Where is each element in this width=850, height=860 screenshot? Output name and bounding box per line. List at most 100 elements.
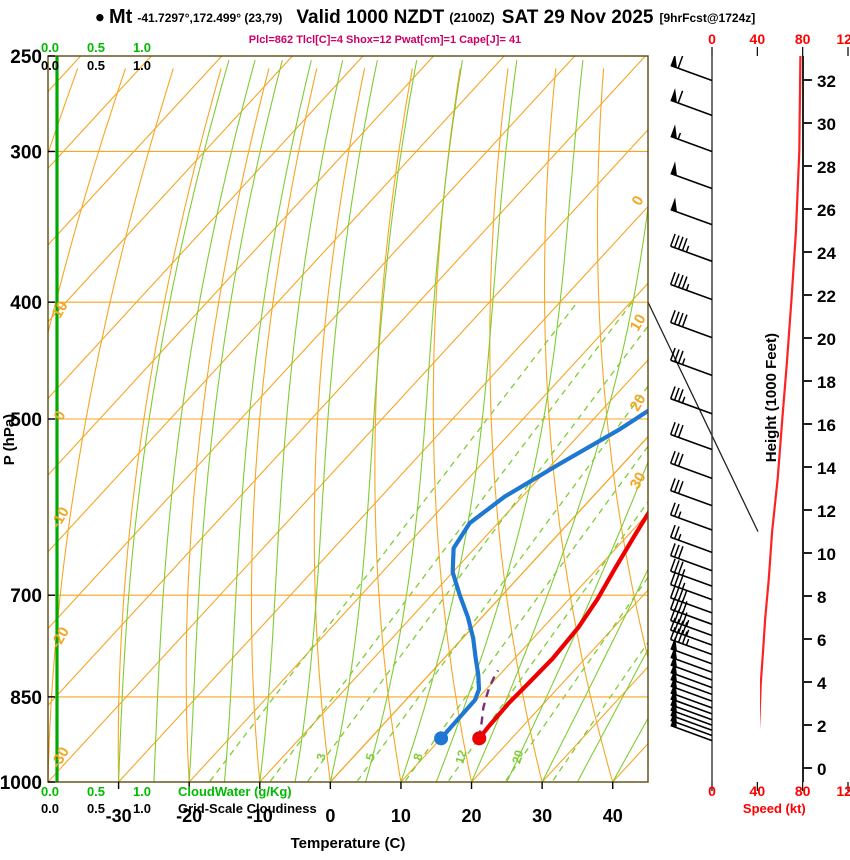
valid-date: SAT 29 Nov 2025 [501, 6, 654, 28]
wind-barb [670, 56, 713, 82]
isotherm--100 [48, 56, 293, 323]
moist-adiabat-15 [435, 60, 584, 782]
speed-label-bot-0: 0 [708, 783, 716, 799]
height-label-14: 14 [817, 459, 836, 478]
pressure-label-700: 700 [10, 586, 42, 607]
temperature-label-10: 10 [391, 806, 411, 826]
pressure-label-250: 250 [10, 47, 42, 68]
speed-label-top-0: 0 [708, 31, 716, 47]
wind-barb [669, 585, 713, 614]
stability-indices: Plcl=862 Tlcl[C]=4 Shox=12 Pwat[cm]=1 Ca… [248, 34, 522, 46]
header-line: ● Mt -41.7297°,172.499° (23,79) Valid 1000 … [0, 6, 850, 29]
temperature-axis-title: Temperature (C) [291, 835, 406, 852]
wind-barb [669, 347, 713, 377]
wind-barb-layer [669, 56, 713, 742]
height-label-28: 28 [817, 158, 836, 177]
dry-adiabat--20 [185, 68, 270, 782]
isotherm-10 [400, 512, 648, 782]
wind-barb [669, 450, 713, 480]
pressure-label-1000: 1000 [0, 773, 42, 794]
temperature-label--10: -10 [247, 806, 273, 826]
isotherm-label-30: 30 [627, 469, 650, 492]
dry-adiabat-100 [843, 68, 850, 782]
wind-barb [669, 386, 713, 415]
dry-adiabat--50 [48, 68, 127, 335]
temperature-label-30: 30 [532, 806, 552, 826]
speed-label-top-40: 40 [750, 31, 766, 47]
wind-barb [669, 572, 713, 601]
pressure-axis-title: P (hPa) [1, 414, 18, 465]
height-axis-title: Height (1000 Feet) [763, 333, 780, 462]
dry-adiabat-label-10: 10 [49, 298, 72, 321]
moist-adiabat--5 [294, 60, 378, 782]
surface-dewpoint-point [434, 731, 449, 746]
dewpoint-profile [439, 408, 648, 741]
moist-adiabat-25 [506, 460, 648, 782]
pressure-label-400: 400 [10, 293, 42, 314]
cloudwater-bottom-tick-0: 0.0 [41, 784, 59, 799]
cloudwater-bottom-tick-2: 1.0 [133, 784, 151, 799]
station-coords: -41.7297°,172.499° (23,79) [137, 10, 283, 25]
cloudiness-bottom-tick-1: 0.5 [87, 801, 105, 816]
cloudwater-top-tick-0: 0.0 [41, 40, 59, 55]
wind-barb [669, 478, 713, 507]
cloudwater-bottom-tick-1: 0.5 [87, 784, 105, 799]
dry-adiabat-label--30: -30 [47, 744, 73, 771]
dry-adiabat--30 [117, 68, 222, 782]
moist-adiabat--30 [118, 60, 230, 782]
cloudiness-bottom-tick-0: 0.0 [41, 801, 59, 816]
parcel-trajectory [478, 669, 500, 739]
isopleth-layer [48, 56, 850, 782]
isotherm--90 [48, 56, 364, 400]
wind-barb [670, 713, 713, 742]
temperature-label--20: -20 [176, 806, 202, 826]
cloudwater-top-tick-1: 0.5 [87, 40, 105, 55]
dry-adiabat-10 [374, 68, 413, 782]
moist-adiabat--25 [153, 60, 256, 782]
temperature-label-0: 0 [325, 806, 335, 826]
dry-adiabat-30 [489, 68, 543, 782]
isotherm-label-20: 20 [627, 391, 650, 414]
height-label-2: 2 [817, 717, 826, 736]
wind-barb [669, 524, 713, 554]
height-label-26: 26 [817, 201, 836, 220]
height-label-0: 0 [817, 760, 826, 779]
speed-axis-title: Speed (kt) [743, 801, 806, 816]
dry-adiabat--40 [48, 68, 174, 782]
height-label-22: 22 [817, 287, 836, 306]
mixing-ratio-12 [447, 500, 648, 782]
speed-profile [760, 56, 802, 730]
wind-barb [669, 502, 713, 531]
wind-barb [670, 161, 713, 190]
cloudiness-top-tick-0: 0.0 [41, 58, 59, 73]
height-label-6: 6 [817, 631, 826, 650]
height-label-32: 32 [817, 72, 836, 91]
wind-barb [669, 271, 713, 301]
temperature-label--30: -30 [106, 806, 132, 826]
pressure-label-500: 500 [10, 410, 42, 431]
wind-barb [670, 645, 713, 674]
dry-adiabat-20 [432, 68, 473, 782]
cloudiness-top-tick-1: 0.5 [87, 58, 105, 73]
station-name: Mt [109, 6, 133, 28]
isotherm-0 [329, 435, 648, 782]
height-label-8: 8 [817, 588, 826, 607]
mixing-ratio-1 [208, 301, 578, 782]
dry-adiabat-40 [543, 68, 614, 782]
moist-adiabat-30 [541, 568, 648, 782]
wind-barb [670, 124, 713, 153]
height-label-30: 30 [817, 115, 836, 134]
wind-barb [669, 543, 713, 572]
mixing-ratio-3 [306, 325, 648, 782]
height-label-16: 16 [817, 416, 836, 435]
dry-adiabat-60 [649, 68, 754, 782]
dry-adiabat-label--20: -20 [47, 624, 73, 651]
speed-label-bot-40: 40 [750, 783, 766, 799]
mixing-ratio-label-5: 5 [363, 752, 378, 762]
mixing-ratio-label-12: 12 [453, 748, 470, 765]
wind-barb [669, 310, 713, 339]
station-marker-icon: ● [94, 7, 106, 27]
mixing-ratio-20 [504, 576, 648, 782]
mixing-ratio-5 [355, 385, 648, 782]
